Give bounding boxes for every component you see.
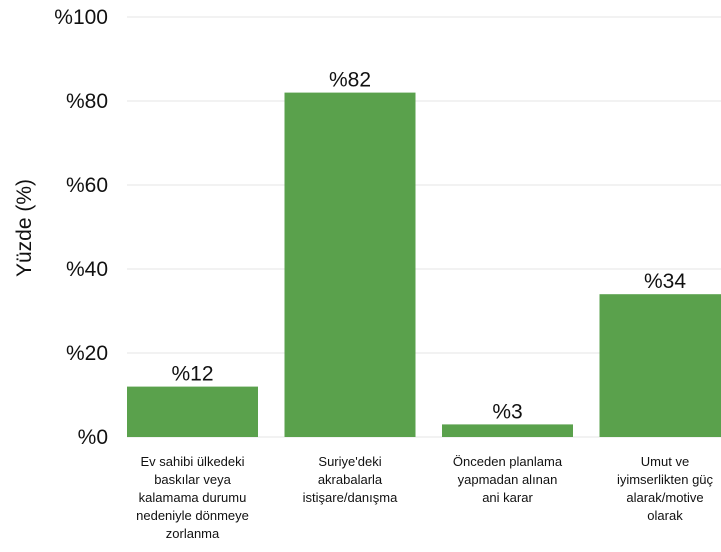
value-labels: %12 %82 %3 %34 xyxy=(171,69,686,424)
bar xyxy=(284,92,416,437)
y-axis-ticks: %0 %20 %40 %60 %80 %100 xyxy=(54,6,108,449)
data-label: %82 xyxy=(329,69,371,92)
data-label: %12 xyxy=(171,363,213,386)
y-axis-title: Yüzde (%) xyxy=(13,179,36,277)
bar xyxy=(599,294,721,437)
x-tick-label: Umut ve iyimserlikten güç alarak/motive ola… xyxy=(617,454,714,523)
y-tick-label: %100 xyxy=(54,6,108,29)
y-tick-label: %20 xyxy=(66,342,108,365)
y-tick-label: %0 xyxy=(78,426,108,449)
data-label: %3 xyxy=(492,400,522,423)
bar xyxy=(127,386,258,437)
x-tick-label: Ev sahibi ülkedeki baskılar veya kalamama … xyxy=(136,454,249,541)
x-tick-label: Önceden planlama yapmadan alınan ani karar xyxy=(453,454,563,505)
y-tick-label: %60 xyxy=(66,174,108,197)
bar xyxy=(442,424,573,437)
bars xyxy=(127,92,721,437)
x-tick-label: Suriye'deki akrabalarla istişare/danışma xyxy=(303,454,398,505)
data-label: %34 xyxy=(644,270,686,293)
y-tick-label: %40 xyxy=(66,258,108,281)
category-labels: Ev sahibi ülkedeki baskılar veya kalamama … xyxy=(136,454,713,541)
y-tick-label: %80 xyxy=(66,90,108,113)
